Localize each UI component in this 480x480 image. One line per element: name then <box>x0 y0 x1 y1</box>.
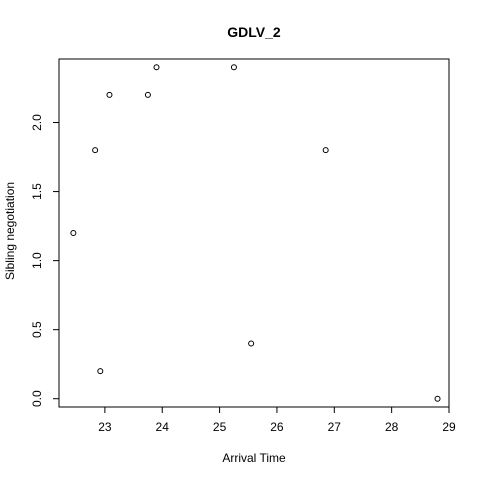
x-tick-label: 29 <box>442 420 456 434</box>
y-tick-label: 0.5 <box>30 321 44 338</box>
data-point <box>70 230 77 236</box>
x-tick-label: 26 <box>270 420 284 434</box>
data-point <box>322 147 329 154</box>
data-point <box>106 91 113 98</box>
x-tick-label: 24 <box>156 420 170 434</box>
y-tick-label: 0.0 <box>30 390 44 407</box>
data-points <box>70 64 441 402</box>
y-axis: 0.0 0.5 1.0 1.5 2.0 <box>30 114 60 407</box>
data-point <box>153 64 160 71</box>
y-axis-label: Sibling negotiation <box>3 182 17 280</box>
data-point <box>434 395 441 402</box>
y-tick-label: 1.5 <box>30 183 44 200</box>
x-axis: 23 24 25 26 27 28 29 <box>98 406 456 434</box>
data-point <box>92 147 99 154</box>
chart-title: GDLV_2 <box>227 24 281 40</box>
x-tick-label: 23 <box>98 420 112 434</box>
x-tick-label: 27 <box>328 420 342 434</box>
data-point <box>230 64 237 71</box>
x-tick-label: 28 <box>385 420 399 434</box>
y-tick-label: 2.0 <box>30 114 44 131</box>
data-point <box>248 340 255 347</box>
x-tick-label: 25 <box>213 420 227 434</box>
x-axis-label: Arrival Time <box>222 451 286 465</box>
plot-frame <box>58 58 450 408</box>
data-point <box>144 91 151 98</box>
y-tick-label: 1.0 <box>30 252 44 269</box>
data-point <box>97 368 104 375</box>
